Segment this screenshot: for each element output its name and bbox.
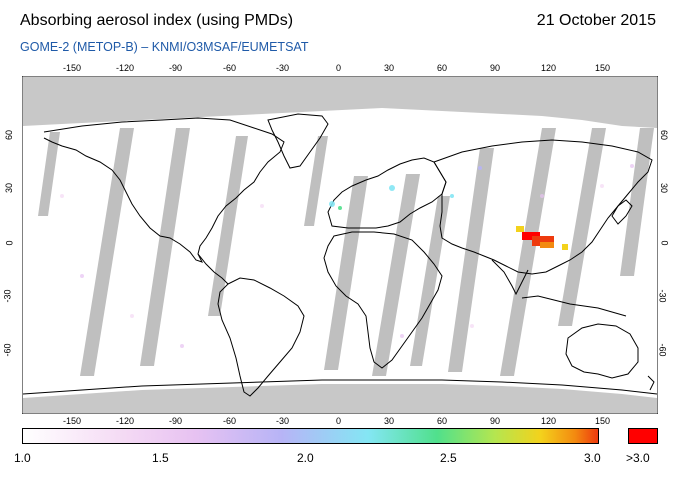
colorbar-label: 1.0	[14, 451, 31, 465]
antarctica-coast	[22, 379, 658, 395]
map-date: 21 October 2015	[536, 12, 656, 29]
colorbar-label: 3.0	[584, 451, 601, 465]
lon-tick-top: 150	[595, 63, 611, 73]
lon-tick-bottom: -150	[63, 416, 82, 426]
lon-tick-top: 120	[541, 63, 557, 73]
lon-tick-top: 30	[384, 63, 395, 73]
colorbar-label: 2.0	[297, 451, 314, 465]
lat-tick-left: 60	[4, 129, 15, 141]
lon-tick-top: -30	[276, 63, 290, 73]
lat-tick-left: 0	[4, 240, 15, 246]
lat-tick-right: -30	[657, 289, 668, 303]
polar-gap-south	[23, 384, 657, 413]
africa-coast	[323, 231, 443, 369]
lon-tick-bottom: 90	[490, 416, 501, 426]
map-title: Absorbing aerosol index (using PMDs)	[20, 12, 294, 29]
orbit-gaps	[38, 128, 654, 376]
lat-tick-left: -60	[2, 343, 13, 357]
lon-tick-top: -90	[169, 63, 183, 73]
australia-coast	[565, 323, 639, 379]
colorbar-label: 2.5	[440, 451, 457, 465]
colorbar-over-swatch	[628, 428, 658, 444]
lon-tick-bottom: -90	[169, 416, 183, 426]
lon-tick-top: -120	[116, 63, 135, 73]
map-subtitle: GOME-2 (METOP-B) – KNMI/O3MSAF/EUMETSAT	[20, 40, 309, 54]
colorbar	[22, 428, 599, 444]
new-zealand-coast	[647, 375, 655, 391]
lat-tick-right: 30	[659, 182, 670, 194]
colorbar-over-label: >3.0	[626, 451, 650, 465]
lon-tick-top: 60	[437, 63, 448, 73]
lon-tick-bottom: 60	[437, 416, 448, 426]
aerosol-low-values	[60, 164, 634, 348]
greenland-coast	[267, 113, 329, 169]
south-america-coast	[217, 277, 305, 397]
lon-tick-bottom: -120	[116, 416, 135, 426]
north-america-coast	[43, 117, 285, 263]
indonesia-coast	[521, 295, 627, 317]
lon-tick-bottom: 120	[541, 416, 557, 426]
lon-tick-top: -60	[223, 63, 237, 73]
aerosol-sahara	[329, 166, 482, 210]
lat-tick-left: -30	[2, 289, 13, 303]
japan-coast	[611, 199, 633, 225]
asia-coast	[433, 139, 653, 275]
lon-tick-bottom: -30	[276, 416, 290, 426]
lon-tick-bottom: -60	[223, 416, 237, 426]
central-america-coast	[197, 253, 229, 285]
lat-tick-right: 60	[659, 129, 670, 141]
lat-tick-right: -60	[657, 343, 668, 357]
lon-tick-top: -150	[63, 63, 82, 73]
colorbar-label: 1.5	[152, 451, 169, 465]
aerosol-indonesia-fires	[516, 226, 568, 250]
lon-tick-top: 90	[490, 63, 501, 73]
lon-tick-bottom: 150	[595, 416, 611, 426]
india-coast	[491, 259, 529, 296]
world-map	[22, 76, 658, 414]
lat-tick-right: 0	[659, 240, 670, 246]
lat-tick-left: 30	[4, 182, 15, 194]
coastlines	[22, 113, 658, 397]
polar-gap-north	[23, 77, 657, 128]
lon-tick-bottom: 30	[384, 416, 395, 426]
lon-tick-bottom: 0	[336, 416, 342, 426]
lon-tick-top: 0	[336, 63, 342, 73]
